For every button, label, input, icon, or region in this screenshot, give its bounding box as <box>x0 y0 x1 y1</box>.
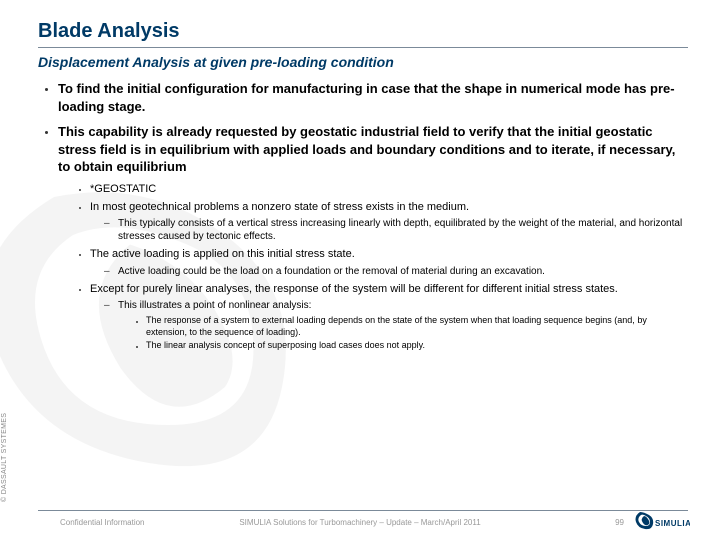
bullet-2-4-dot-2: The linear analysis concept of superposi… <box>146 340 688 352</box>
footer-page-number: 99 <box>615 518 624 527</box>
bullet-list: To find the initial configuration for ma… <box>38 80 688 352</box>
footer-center-text: SIMULIA Solutions for Turbomachinery – U… <box>0 518 720 527</box>
side-copyright: © DASSAULT SYSTEMES <box>1 413 8 502</box>
bullet-2-4-dash: This illustrates a point of nonlinear an… <box>118 299 688 352</box>
title-divider <box>38 47 688 48</box>
slide-content: Blade Analysis Displacement Analysis at … <box>38 20 688 360</box>
bullet-2-3-text: The active loading is applied on this in… <box>90 248 355 260</box>
bullet-2-text: This capability is already requested by … <box>58 124 675 174</box>
bullet-2-1: *GEOSTATIC <box>90 182 688 196</box>
footer: Confidential Information SIMULIA Solutio… <box>0 506 720 540</box>
bullet-2-4-dash-text: This illustrates a point of nonlinear an… <box>118 300 311 311</box>
bullet-2-2-text: In most geotechnical problems a nonzero … <box>90 201 469 213</box>
bullet-2-3-dash: Active loading could be the load on a fo… <box>118 265 688 278</box>
bullet-2: This capability is already requested by … <box>58 123 688 352</box>
bullet-2-4: Except for purely linear analyses, the r… <box>90 282 688 352</box>
bullet-2-2-dash: This typically consists of a vertical st… <box>118 217 688 243</box>
footer-divider <box>38 510 688 511</box>
page-title: Blade Analysis <box>38 20 688 43</box>
brand-logo-text: SIMULIA <box>655 519 690 528</box>
page-subtitle: Displacement Analysis at given pre-loadi… <box>38 54 688 70</box>
bullet-2-4-text: Except for purely linear analyses, the r… <box>90 283 618 295</box>
bullet-2-2: In most geotechnical problems a nonzero … <box>90 200 688 243</box>
bullet-2-4-dot-1: The response of a system to external loa… <box>146 315 688 338</box>
brand-logo: SIMULIA <box>632 510 690 534</box>
bullet-2-3: The active loading is applied on this in… <box>90 247 688 277</box>
bullet-1: To find the initial configuration for ma… <box>58 80 688 115</box>
